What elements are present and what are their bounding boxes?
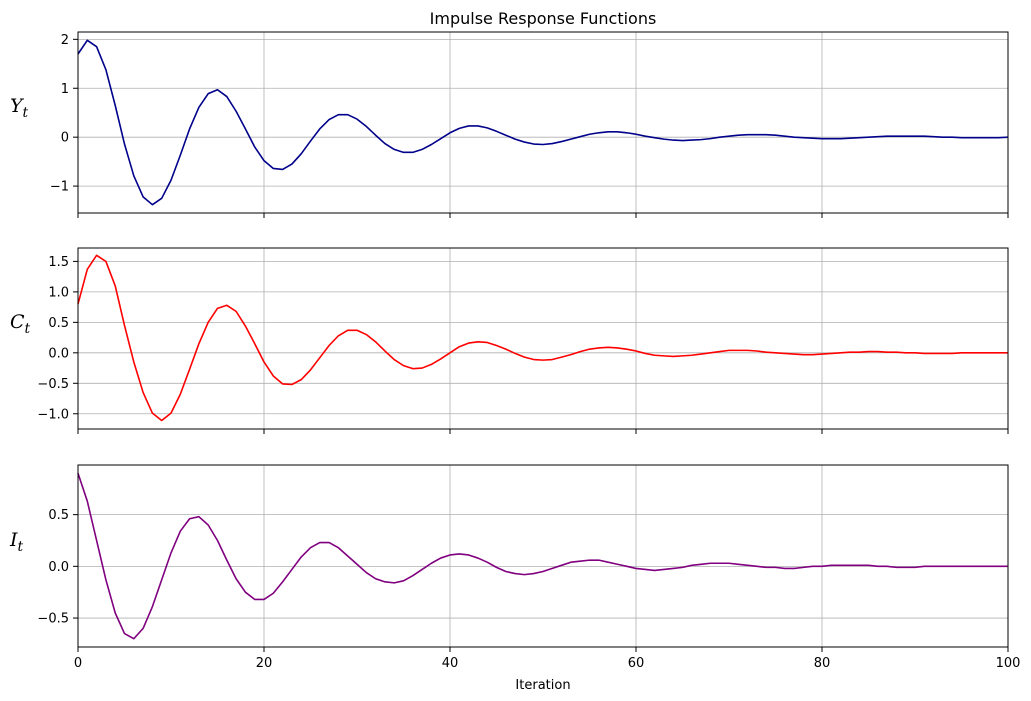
axes-frame (77, 464, 1009, 648)
x-axis-label: Iteration (515, 678, 570, 693)
y-tick-label: 1 (61, 82, 69, 97)
axes-frame (77, 247, 1009, 430)
series-line-panel-1 (77, 254, 1008, 422)
y-tick-label: 0.0 (48, 560, 69, 575)
y-tick-label: 0.0 (48, 346, 69, 361)
y-tick-label: 0 (61, 131, 69, 146)
panel-2: 0 20 40 60 80 100 −0.5 0.0 0.5 It (9, 464, 1021, 671)
x-tick-label: 80 (814, 656, 831, 671)
y-tick-label: −1 (50, 180, 69, 195)
y-tick-label: 1.0 (48, 285, 69, 300)
y-tick-label: 2 (61, 33, 69, 48)
x-tick-label: 0 (74, 656, 82, 671)
panel-1: −1.0 −0.5 0.0 0.5 1.0 1.5 Ct (10, 247, 1009, 434)
y-tick-label: −0.5 (37, 612, 69, 627)
y-tick-label: 1.5 (48, 255, 69, 270)
y-axis-label-panel-0: Yt (10, 95, 29, 121)
x-tick-label: 40 (442, 656, 459, 671)
x-tick-label: 20 (256, 656, 273, 671)
y-tick-label: −1.0 (37, 407, 69, 422)
y-axis-label-panel-2: It (9, 529, 24, 555)
y-tick-label: −0.5 (37, 377, 69, 392)
y-tick-label: 0.5 (48, 508, 69, 523)
series-line-panel-2 (77, 473, 1008, 640)
x-tick-label: 60 (628, 656, 645, 671)
axes-frame (77, 31, 1009, 214)
y-axis-label-panel-1: Ct (10, 311, 31, 337)
chart-title: Impulse Response Functions (430, 9, 657, 28)
panel-0: −1 0 1 2 Yt (10, 31, 1009, 218)
x-tick-label: 100 (996, 656, 1021, 671)
y-tick-label: 0.5 (48, 316, 69, 331)
series-line-panel-0 (77, 39, 1009, 206)
panels-group: −1 0 1 2 Yt −1.0 −0.5 0.0 0.5 1.0 1.5 Ct 0 20 40 60 80 10… (9, 31, 1021, 671)
